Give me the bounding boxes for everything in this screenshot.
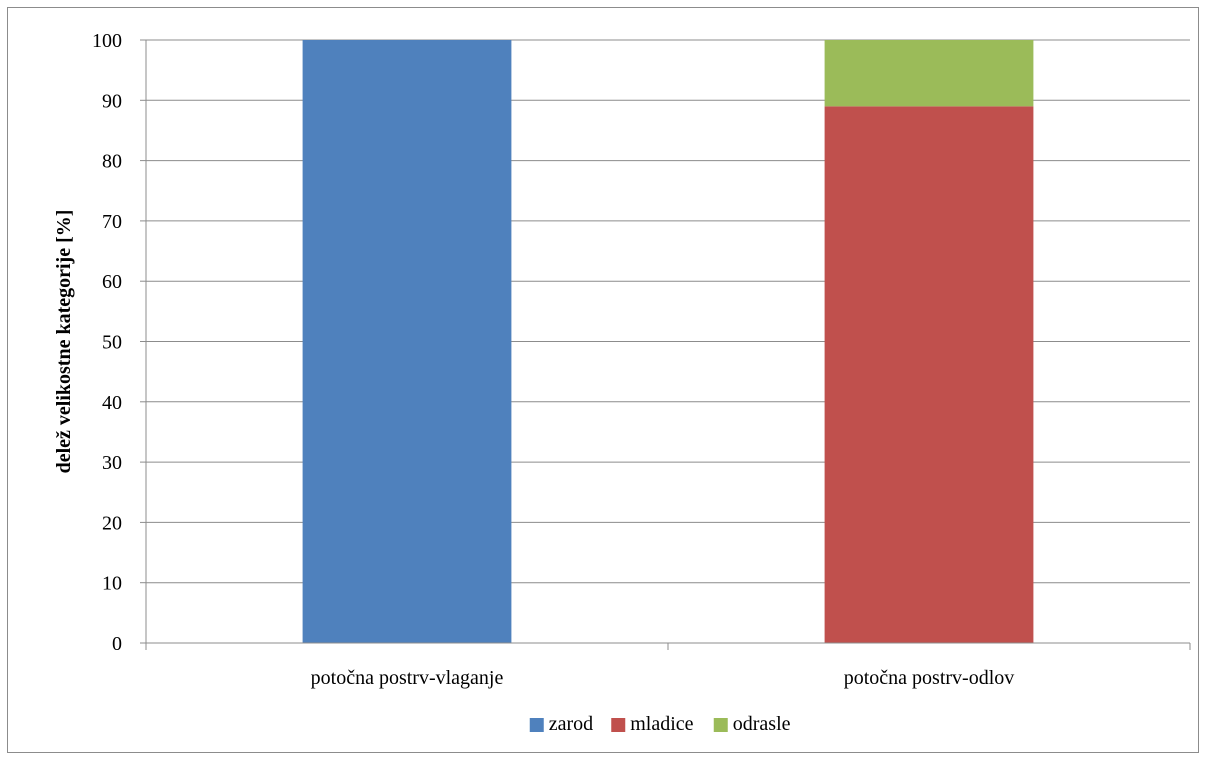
x-tick-label: potočna postrv-odlov bbox=[844, 667, 1015, 689]
legend-swatch-mladice bbox=[611, 718, 626, 732]
x-tick-label: potočna postrv-vlaganje bbox=[311, 667, 504, 689]
y-tick-label: 80 bbox=[102, 151, 122, 173]
legend-swatch-zarod bbox=[529, 718, 544, 732]
y-tick-label: 90 bbox=[102, 90, 122, 112]
legend-label-zarod: zarod bbox=[549, 713, 593, 735]
y-tick-label: 60 bbox=[102, 271, 122, 293]
legend-swatch-odrasle bbox=[713, 718, 728, 732]
y-tick-label: 100 bbox=[92, 30, 122, 52]
legend-label-odrasle: odrasle bbox=[733, 713, 791, 735]
y-tick-label: 30 bbox=[102, 452, 122, 474]
bar-mladice-2 bbox=[824, 106, 1034, 643]
y-tick-label: 10 bbox=[102, 573, 122, 595]
y-tick-labels: 0 10 20 30 40 50 60 70 80 90 100 bbox=[92, 30, 122, 655]
bars bbox=[302, 40, 1034, 643]
y-tick-label: 0 bbox=[112, 633, 122, 655]
x-tick-labels: potočna postrv-vlaganje potočna postrv-od… bbox=[311, 667, 1015, 689]
y-tick-label: 40 bbox=[102, 392, 122, 414]
legend: zarod mladice odrasle bbox=[529, 713, 791, 735]
y-tick-label: 20 bbox=[102, 512, 122, 534]
y-axis-title: delež velikostne kategorije [%] bbox=[53, 210, 75, 474]
y-tick-label: 50 bbox=[102, 332, 122, 354]
y-tick-label: 70 bbox=[102, 211, 122, 233]
legend-label-mladice: mladice bbox=[630, 713, 693, 735]
bar-zarod-1 bbox=[302, 40, 512, 643]
bar-odrasle-2 bbox=[824, 40, 1034, 107]
axes bbox=[145, 40, 1191, 650]
